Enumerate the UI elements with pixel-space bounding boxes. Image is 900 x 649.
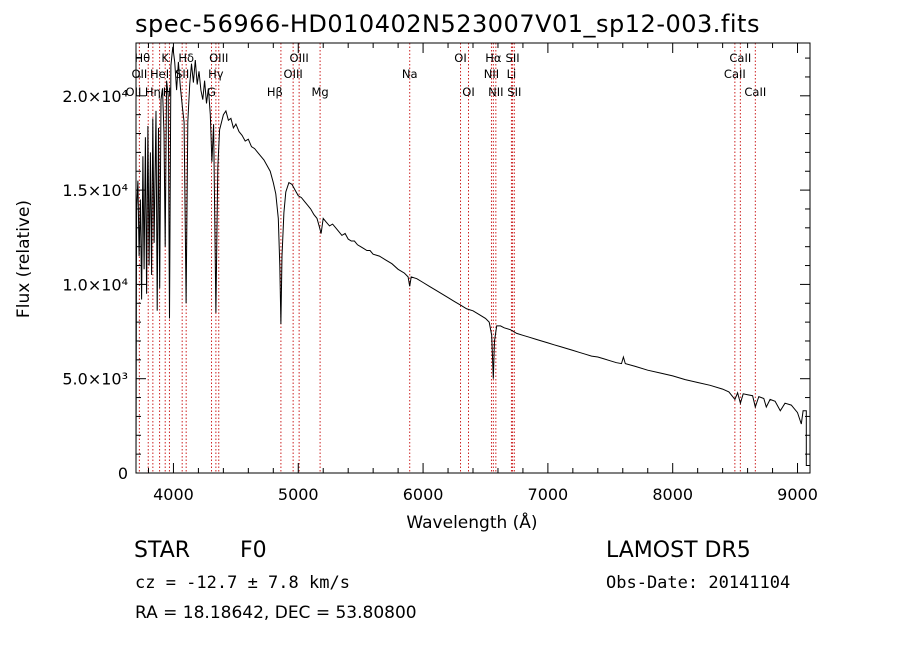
survey-name: LAMOST DR5 bbox=[606, 538, 751, 563]
line-label: SII bbox=[507, 85, 521, 99]
coordinates: RA = 18.18642, DEC = 53.80800 bbox=[135, 603, 417, 623]
line-label: SII bbox=[506, 51, 520, 65]
spectral-subclass: F0 bbox=[240, 538, 267, 563]
line-label: CaII bbox=[724, 67, 746, 81]
line-label: Hη bbox=[145, 85, 161, 99]
plot-frame bbox=[135, 42, 811, 474]
x-tick-label: 6000 bbox=[403, 485, 444, 504]
line-label: OIII bbox=[290, 51, 309, 65]
spectrum-chart: Hθ K Hδ OIII OIII OI Hα SII CaII OII HeI SII Hγ OIII N… bbox=[14, 42, 818, 533]
line-label: Mg bbox=[311, 85, 328, 99]
x-axis: 4000 5000 6000 7000 8000 9000 bbox=[147, 43, 818, 504]
redshift-text: cz = -12.7 ± 7.8 km/s bbox=[135, 573, 350, 593]
line-label: NII bbox=[484, 67, 499, 81]
y-tick-label: 2.0×10⁴ bbox=[62, 87, 128, 106]
line-label: K bbox=[161, 51, 169, 65]
line-label: Hγ bbox=[208, 67, 224, 81]
line-label: OIII bbox=[284, 67, 303, 81]
y-tick-label: 0 bbox=[118, 464, 128, 483]
line-label: OIII bbox=[209, 51, 228, 65]
line-label: Hα bbox=[485, 51, 502, 65]
line-label: OI bbox=[454, 51, 466, 65]
line-label: Na bbox=[402, 67, 418, 81]
line-label: CaII bbox=[729, 51, 751, 65]
y-tick-label: 1.5×10⁴ bbox=[62, 181, 128, 200]
x-tick-label: 8000 bbox=[652, 485, 693, 504]
spectral-type: STAR bbox=[134, 538, 191, 563]
line-label: Li bbox=[507, 67, 517, 81]
line-label: H bbox=[163, 85, 172, 99]
y-tick-label: 5.0×10³ bbox=[62, 370, 128, 389]
spectrum-series bbox=[135, 46, 810, 468]
y-tick-label: 1.0×10⁴ bbox=[62, 275, 128, 294]
line-label: Hθ bbox=[135, 51, 151, 65]
line-label-group: Hθ K Hδ OIII OIII OI Hα SII CaII OII HeI SII Hγ OIII N… bbox=[126, 51, 767, 99]
x-tick-label: 5000 bbox=[278, 485, 319, 504]
line-label: HeI bbox=[150, 67, 169, 81]
line-marker-group bbox=[138, 43, 756, 473]
line-label: CaII bbox=[744, 85, 766, 99]
line-label: OII bbox=[131, 67, 147, 81]
line-label: NII bbox=[488, 85, 503, 99]
y-axis: 0 5.0×10³ 1.0×10⁴ 1.5×10⁴ 2.0×10⁴ bbox=[62, 57, 810, 483]
y-axis-label: Flux (relative) bbox=[14, 200, 34, 318]
chart-title: spec-56966-HD010402N523007V01_sp12-003.f… bbox=[135, 10, 760, 38]
line-label: OI bbox=[462, 85, 474, 99]
line-label: G bbox=[207, 85, 216, 99]
x-tick-label: 7000 bbox=[528, 485, 569, 504]
x-tick-label: 9000 bbox=[777, 485, 818, 504]
x-tick-label: 4000 bbox=[153, 485, 194, 504]
x-axis-label: Wavelength (Å) bbox=[406, 511, 537, 533]
obs-date: Obs-Date: 20141104 bbox=[606, 573, 791, 593]
line-label: Hδ bbox=[178, 51, 194, 65]
line-label: Hβ bbox=[267, 85, 283, 99]
